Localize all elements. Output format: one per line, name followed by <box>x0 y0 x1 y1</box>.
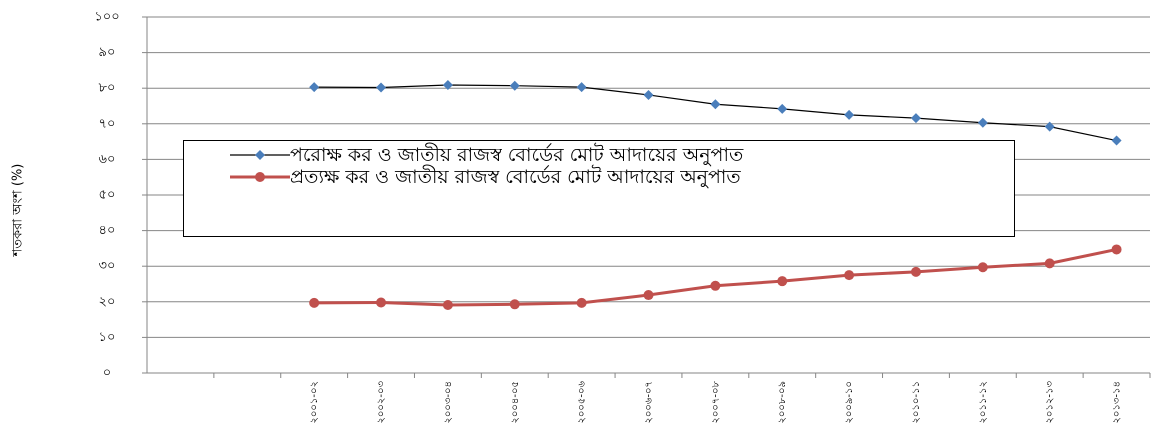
point <box>442 300 453 311</box>
x-tick-label: ২০০৮-০৯ <box>777 381 788 424</box>
point <box>977 117 988 128</box>
x-tick-label: ২০০৫-০৬ <box>577 381 588 424</box>
y-tick-label: ৬০ <box>99 152 116 167</box>
legend-entry: পরোক্ষ কর ও জাতীয় রাজস্ব বোর্ডের মোট আদ… <box>190 144 1008 166</box>
point <box>777 276 788 287</box>
point <box>576 297 587 308</box>
point <box>844 270 855 281</box>
point <box>910 113 921 124</box>
legend-label: প্রত্যক্ষ কর ও জাতীয় রাজস্ব বোর্ডের মোট… <box>290 166 741 188</box>
point <box>977 262 988 273</box>
point <box>309 297 320 308</box>
point <box>643 290 654 301</box>
x-tick-label: ২০০৪-০৫ <box>510 381 521 424</box>
y-tick-label: ১০ <box>99 330 116 345</box>
x-tick-label: ২০১০-১১ <box>911 381 922 424</box>
series-line <box>314 84 1117 142</box>
point <box>1044 121 1055 132</box>
point <box>643 89 654 100</box>
x-tick-label: ২০০৩-০৪ <box>443 381 454 424</box>
y-tick-label: ৩০ <box>99 259 116 274</box>
point <box>710 280 721 291</box>
x-tick-label: ২০০৬-০৭ <box>644 381 655 424</box>
y-tick-label: ২০ <box>99 294 116 309</box>
point <box>1044 258 1055 269</box>
x-tick-label: ২০০১-০২ <box>309 381 320 424</box>
point <box>376 297 387 308</box>
point <box>255 172 265 182</box>
x-tick-label: ২০০৯-১০ <box>844 381 855 424</box>
x-tick-label: ২০০৭-০৮ <box>710 380 721 423</box>
y-tick-label: ৭০ <box>99 116 116 131</box>
point <box>255 150 265 160</box>
legend-key <box>230 172 290 182</box>
series-line <box>314 247 1117 307</box>
point <box>844 109 855 120</box>
y-tick-label: ৮০ <box>99 81 116 96</box>
y-tick-label: ৫০ <box>99 188 116 203</box>
point <box>1111 135 1122 146</box>
x-tick-label: ২০১৩-১৪ <box>1112 381 1123 424</box>
y-axis-label: শতকরা অংশ (%) <box>11 164 26 258</box>
point <box>442 79 453 90</box>
y-tick-label: ১০০ <box>94 10 119 25</box>
point <box>710 99 721 110</box>
y-tick-label: ০ <box>103 366 111 381</box>
point <box>777 103 788 114</box>
legend: পরোক্ষ কর ও জাতীয় রাজস্ব বোর্ডের মোট আদ… <box>183 140 1015 237</box>
point <box>1111 244 1122 255</box>
legend-key <box>230 150 290 160</box>
x-tick-label: ২০০২-০৩ <box>376 381 387 424</box>
point <box>309 82 320 93</box>
x-tick-label: ২০১২-১৩ <box>1045 381 1056 424</box>
legend-label: পরোক্ষ কর ও জাতীয় রাজস্ব বোর্ডের মোট আদ… <box>290 144 744 166</box>
point <box>910 266 921 277</box>
point <box>509 299 520 310</box>
y-tick-label: ৪০ <box>99 223 116 238</box>
point <box>576 82 587 93</box>
x-tick-label: ২০১১-১২ <box>978 381 989 424</box>
legend-entry: প্রত্যক্ষ কর ও জাতীয় রাজস্ব বোর্ডের মোট… <box>190 166 1008 188</box>
point <box>376 82 387 93</box>
y-tick-label: ৯০ <box>99 45 116 60</box>
point <box>509 80 520 91</box>
